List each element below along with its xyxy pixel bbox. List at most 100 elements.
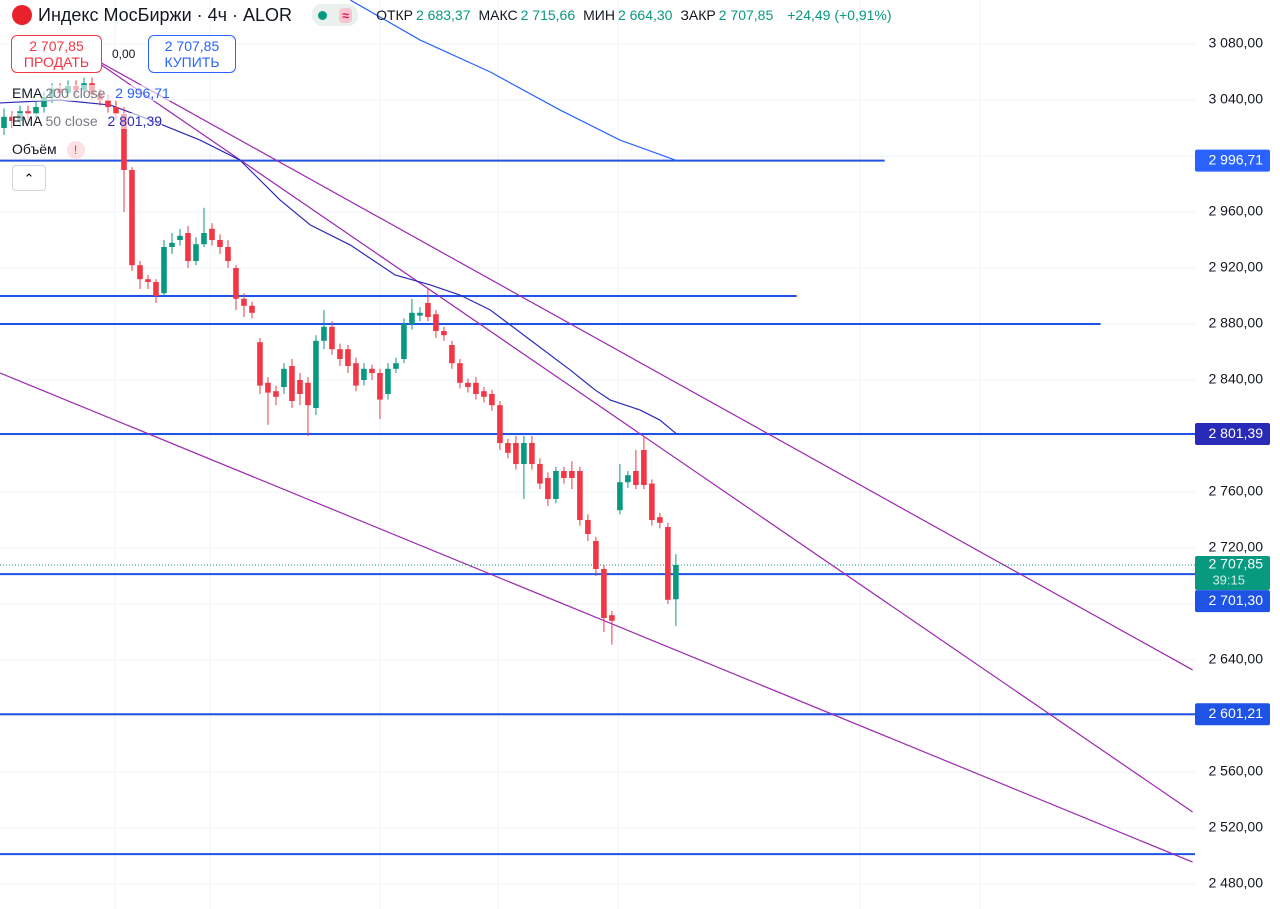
legend-ema50[interactable]: EMA 50 close 2 801,39: [12, 113, 163, 129]
candle-body: [9, 116, 15, 122]
candle-body: [121, 114, 127, 171]
candle-body: [185, 233, 191, 262]
buy-price: 2 707,85: [164, 38, 220, 54]
candle-body: [153, 282, 159, 297]
ohlc: ОТКР 2 683,37 МАКС 2 715,66 МИН 2 664,30 ЗАКР 2…: [376, 7, 781, 23]
candle-body: [465, 382, 471, 387]
ohlc-value: 2 707,85: [718, 7, 774, 23]
candle-body: [521, 442, 527, 464]
candle-body: [369, 368, 375, 373]
vertical-grid: [114, 0, 981, 909]
last-price-badge: [1195, 556, 1270, 591]
candle-body: [529, 442, 535, 464]
volume-label: Объём: [12, 141, 57, 157]
y-tick-label: 3 080,00: [1209, 35, 1264, 51]
candle-body: [409, 312, 415, 324]
ema-value: 2 996,71: [115, 85, 170, 101]
y-tick-label: 2 880,00: [1209, 315, 1264, 331]
candle-body: [177, 235, 183, 241]
y-tick-label: 2 560,00: [1209, 763, 1264, 779]
candle-body: [433, 314, 439, 331]
candle-body: [273, 391, 279, 397]
status-pill[interactable]: ≈: [312, 4, 359, 26]
trend-line: [59, 39, 1193, 671]
ema-params: 50 close: [45, 113, 98, 129]
y-tick-label: 2 520,00: [1209, 819, 1264, 835]
y-tick-label: 2 720,00: [1209, 539, 1264, 555]
sell-button[interactable]: 2 707,85 ПРОДАТЬ: [11, 35, 102, 73]
candle-body: [673, 565, 679, 600]
candle-body: [441, 330, 447, 336]
candle-body: [553, 470, 559, 499]
y-tick-label: 2 760,00: [1209, 483, 1264, 499]
candle-body: [481, 391, 487, 397]
ohlc-value: 2 715,66: [520, 7, 576, 23]
logo: [12, 5, 32, 25]
legend-volume[interactable]: Объём !: [12, 141, 85, 159]
candle-body: [241, 298, 247, 306]
candle-body: [265, 382, 271, 393]
candle-body: [193, 244, 199, 262]
buy-label: КУПИТЬ: [164, 54, 220, 70]
candle-body: [145, 279, 151, 283]
candle-body: [457, 363, 463, 383]
candle-body: [249, 305, 255, 313]
y-tick-label: 2 960,00: [1209, 203, 1264, 219]
ema-line: [350, 0, 677, 162]
candle-body: [137, 265, 143, 280]
candle-body: [113, 107, 119, 115]
candle-body: [345, 349, 351, 366]
warning-icon[interactable]: !: [66, 141, 85, 159]
collapse-button[interactable]: ⌃: [12, 165, 46, 191]
ema-params: 200 close: [45, 85, 106, 101]
candle-body: [321, 326, 327, 341]
candle-body: [33, 107, 39, 115]
candle-body: [1, 116, 7, 129]
legend-ema200[interactable]: EMA 200 close 2 996,71: [12, 85, 170, 101]
candle-body: [297, 379, 303, 394]
countdown: 39:15: [1212, 572, 1245, 587]
candle-body: [657, 517, 663, 523]
candle-body: [593, 540, 599, 569]
level-badge: [1195, 590, 1270, 613]
last-price-label: 2 707,85: [1209, 556, 1264, 572]
candle-body: [217, 240, 223, 248]
ohlc-label: ЗАКР: [680, 7, 716, 23]
trend-line: [0, 372, 1193, 863]
sell-label: ПРОДАТЬ: [23, 54, 90, 70]
candle-body: [609, 615, 615, 621]
spread: 0,00: [112, 47, 136, 61]
candle-body: [337, 349, 343, 359]
candle-body: [289, 365, 295, 401]
ema-badge: [1195, 149, 1270, 172]
header: Индекс МосБиржи · 4ч · ALOR ≈ ОТКР 2 683,…: [12, 4, 892, 26]
candle-body: [401, 323, 407, 359]
level-badge: [1195, 703, 1270, 726]
level-badge-label: 2 601,21: [1209, 705, 1264, 721]
y-tick-label: 2 920,00: [1209, 259, 1264, 275]
ohlc-label: ОТКР: [376, 7, 413, 23]
candle-body: [449, 344, 455, 364]
candle-body: [625, 475, 631, 483]
candle-body: [129, 170, 135, 266]
candle-body: [569, 470, 575, 478]
candle-body: [377, 372, 383, 400]
buy-button[interactable]: 2 707,85 КУПИТЬ: [148, 35, 236, 73]
candle-body: [361, 368, 367, 380]
y-tick-label: 3 040,00: [1209, 91, 1264, 107]
change: +24,49 (+0,91%): [787, 7, 892, 23]
symbol-title[interactable]: Индекс МосБиржи · 4ч · ALOR: [38, 4, 293, 25]
candle-body: [233, 268, 239, 299]
candle-body: [633, 470, 639, 485]
ema-line: [0, 99, 678, 435]
candle-body: [257, 342, 263, 386]
candle-body: [305, 382, 311, 406]
ohlc-label: МАКС: [478, 7, 518, 23]
candle-body: [513, 442, 519, 464]
candle-body: [313, 340, 319, 408]
candle-body: [601, 568, 607, 618]
candle-body: [209, 228, 215, 241]
candle-body: [497, 405, 503, 443]
